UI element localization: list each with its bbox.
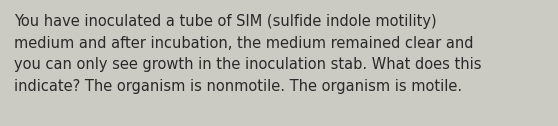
Text: You have inoculated a tube of SIM (sulfide indole motility)
medium and after inc: You have inoculated a tube of SIM (sulfi… — [14, 14, 482, 94]
